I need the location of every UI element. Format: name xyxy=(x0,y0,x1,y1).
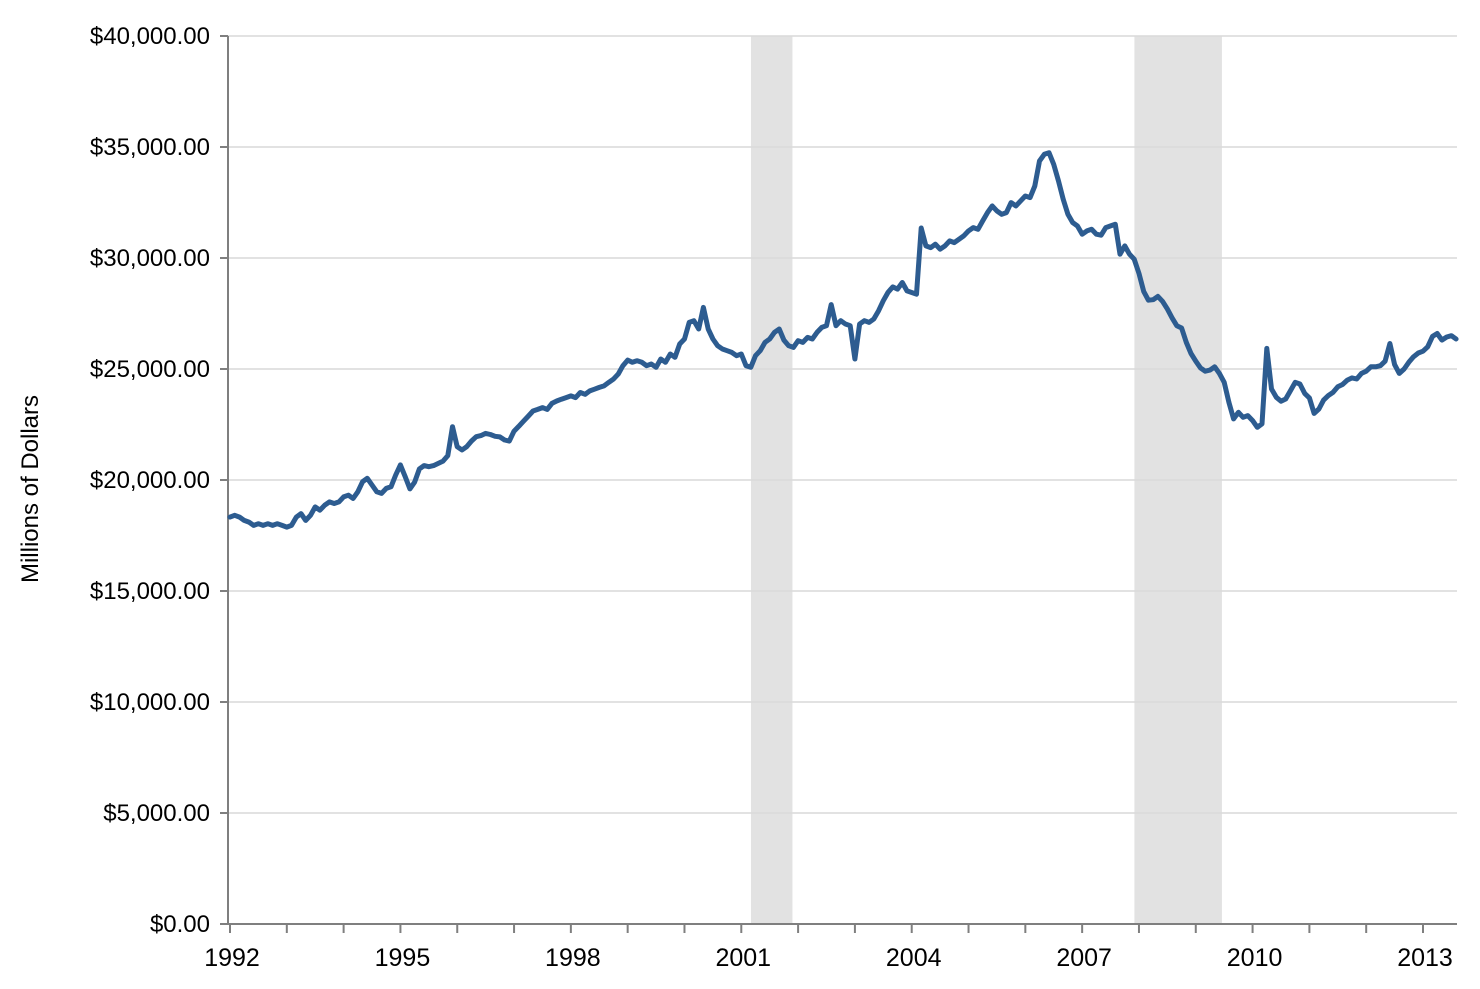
x-tick-label: 2013 xyxy=(1397,944,1453,972)
x-tick-label: 2004 xyxy=(886,944,942,972)
x-tick-label: 2007 xyxy=(1056,944,1112,972)
gridlines-group xyxy=(228,35,1457,814)
x-tick-label: 2001 xyxy=(715,944,771,972)
data-line xyxy=(227,150,1459,530)
y-tick-label: $5,000.00 xyxy=(103,800,210,827)
y-axis-title: Millions of Dollars xyxy=(17,395,44,583)
y-tick-label: $15,000.00 xyxy=(90,578,210,605)
y-tick-label: $30,000.00 xyxy=(90,245,210,272)
x-tick-label: 2010 xyxy=(1227,944,1283,972)
y-tick-label: $0.00 xyxy=(150,911,210,938)
y-tick-label: $20,000.00 xyxy=(90,467,210,494)
y-tick-label: $10,000.00 xyxy=(90,689,210,716)
y-tick-label: $35,000.00 xyxy=(90,134,210,161)
x-tick-label: 1995 xyxy=(375,944,431,972)
axes-group xyxy=(220,35,1457,933)
y-tick-label: $25,000.00 xyxy=(90,356,210,383)
x-tick-label: 1992 xyxy=(204,944,260,972)
y-tick-label: $40,000.00 xyxy=(90,23,210,50)
x-tick-label: 1998 xyxy=(545,944,601,972)
axis-labels-group: $0.00 $5,000.00 $10,000.00 $15,000.00 $20,00… xyxy=(90,23,1453,972)
data-series-group xyxy=(227,150,1459,530)
